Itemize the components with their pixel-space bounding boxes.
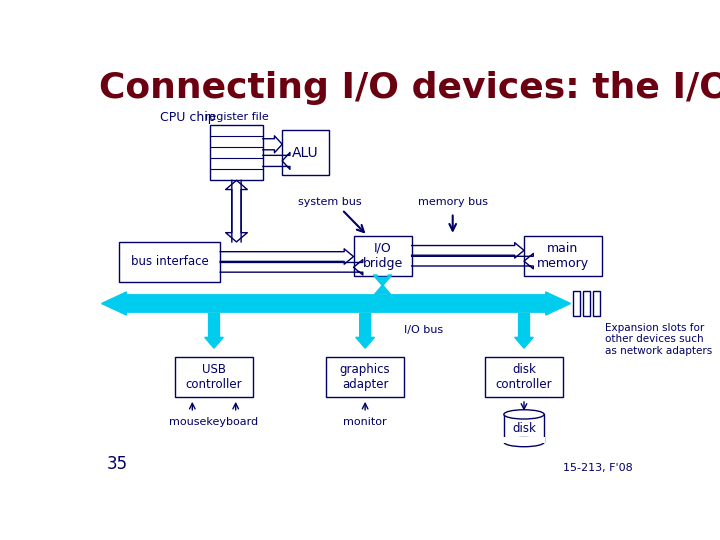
FancyArrow shape [515, 314, 534, 348]
Text: Connecting I/O devices: the I/O Bus: Connecting I/O devices: the I/O Bus [99, 71, 720, 105]
Text: monitor: monitor [343, 417, 387, 427]
Text: I/O
bridge: I/O bridge [362, 242, 402, 270]
Text: 15-213, F'08: 15-213, F'08 [563, 463, 632, 473]
Text: USB
controller: USB controller [186, 363, 243, 392]
FancyArrow shape [373, 285, 392, 296]
Bar [524, 236, 601, 276]
Text: Expansion slots for
other devices such
as network adapters: Expansion slots for other devices such a… [606, 323, 713, 356]
Bar [593, 291, 600, 316]
Text: mousekeyboard: mousekeyboard [169, 417, 258, 427]
Text: memory bus: memory bus [418, 197, 487, 207]
Text: disk: disk [512, 422, 536, 435]
Text: I/O bus: I/O bus [404, 325, 443, 335]
Text: 35: 35 [107, 455, 128, 473]
FancyArrow shape [373, 275, 392, 286]
FancyArrow shape [204, 314, 223, 348]
Bar [485, 357, 563, 397]
Bar [503, 437, 545, 443]
Bar [175, 357, 253, 397]
Ellipse shape [504, 410, 544, 419]
FancyArrow shape [356, 314, 374, 348]
Text: register file: register file [204, 112, 269, 122]
Text: main
memory: main memory [536, 242, 589, 270]
Bar [282, 130, 329, 175]
Bar [120, 242, 220, 282]
Bar [573, 291, 580, 316]
Text: graphics
adapter: graphics adapter [340, 363, 390, 392]
Bar [326, 357, 404, 397]
Text: system bus: system bus [298, 197, 362, 207]
Bar [504, 414, 544, 442]
Text: CPU chip: CPU chip [160, 111, 215, 124]
Bar [210, 125, 263, 180]
Ellipse shape [504, 437, 544, 447]
Text: bus interface: bus interface [131, 255, 209, 268]
Text: disk
controller: disk controller [495, 363, 552, 392]
FancyArrow shape [102, 292, 546, 315]
Bar [583, 291, 590, 316]
Text: ALU: ALU [292, 146, 319, 160]
FancyArrow shape [127, 292, 570, 315]
Bar [354, 236, 412, 276]
